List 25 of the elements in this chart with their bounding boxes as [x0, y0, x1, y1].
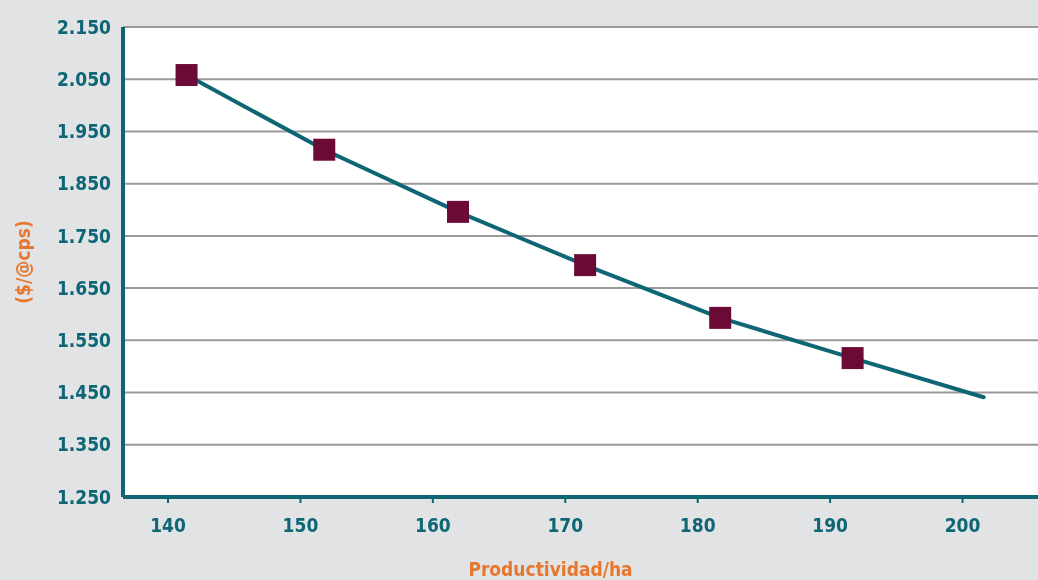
x-tick-label: 190	[812, 514, 849, 536]
y-tick-label: 1.550	[56, 328, 112, 351]
point	[841, 347, 864, 370]
x-tick-label: 160	[415, 514, 451, 536]
x-tick-label: 200	[944, 514, 981, 536]
y-tick-label: 1.950	[56, 120, 112, 143]
x-axis-title: Productividad/ha	[468, 558, 633, 580]
y-tick-label: 1.750	[56, 224, 112, 247]
x-tick-label: 150	[282, 514, 319, 536]
y-axis-title: ($/@cps)	[12, 220, 34, 304]
y-tick-label: 1.850	[56, 172, 112, 195]
point	[313, 138, 336, 161]
y-tick-label: 2.050	[56, 67, 112, 90]
y-tick-label: 1.350	[56, 433, 112, 456]
x-tick-label: 180	[679, 514, 716, 536]
x-tick-label: 140	[150, 514, 186, 536]
y-tick-label: 1.450	[56, 381, 112, 404]
point	[447, 200, 470, 223]
x-tick-label: 170	[547, 514, 584, 536]
y-tick-label: 2.150	[56, 15, 112, 38]
point	[709, 306, 732, 329]
point	[175, 64, 198, 87]
y-tick-label: 1.250	[56, 485, 112, 508]
y-tick-label: 1.650	[56, 276, 112, 299]
point	[574, 254, 597, 277]
